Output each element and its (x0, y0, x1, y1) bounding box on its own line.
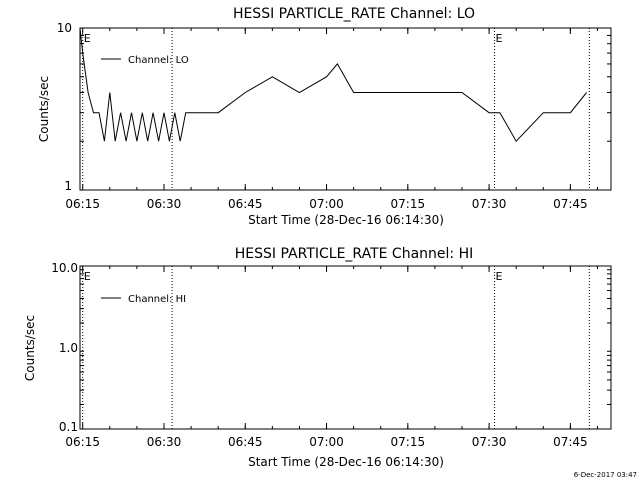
hi-chart-title: HESSI PARTICLE_RATE Channel: HI (235, 246, 473, 262)
lo-y-tick-label-top: 10 (57, 21, 72, 35)
hi-x-tick-label: 07:30 (472, 435, 507, 449)
hi-x-tick-label: 07:00 (309, 435, 344, 449)
lo-x-tick-label: 07:00 (309, 197, 344, 211)
hi-x-tick-label: 06:15 (65, 435, 100, 449)
hi-plot-frame (79, 265, 612, 430)
hi-x-tick-label: 06:30 (147, 435, 182, 449)
hi-x-tick-label: 06:45 (228, 435, 263, 449)
lo-series-line (79, 27, 587, 143)
hi-y-tick-label-mid: 1.0 (59, 341, 78, 355)
lo-y-tick-label-bottom: 1 (64, 179, 72, 193)
lo-legend: Channel: LO (101, 55, 189, 66)
lo-legend-entry: Channel: LO (128, 55, 189, 66)
hi-x-ticks (80, 266, 611, 429)
lo-event-marker-label: E (496, 32, 503, 45)
hi-event-marker-label: E (84, 270, 91, 283)
hi-legend-entry: Channel: HI (128, 294, 186, 305)
lo-x-ticks (80, 28, 611, 190)
hi-y-axis-label: Counts/sec (23, 315, 37, 381)
lo-channel-panel: HESSI PARTICLE_RATE Channel: LO Counts/s… (37, 6, 612, 227)
hi-y-tick-label-top: 10.0 (51, 261, 78, 275)
lo-x-axis-label: Start Time (28-Dec-16 06:14:30) (248, 213, 444, 227)
lo-chart-title: HESSI PARTICLE_RATE Channel: LO (233, 6, 475, 22)
hi-x-tick-label: 07:45 (553, 435, 588, 449)
hi-y-tick-label-bottom: 0.1 (59, 420, 78, 434)
lo-x-tick-label: 07:15 (391, 197, 426, 211)
hi-x-tick-label: 07:15 (391, 435, 426, 449)
lo-y-axis-label: Counts/sec (37, 76, 51, 142)
hi-legend: Channel: HI (101, 294, 186, 305)
hi-channel-panel: HESSI PARTICLE_RATE Channel: HI Counts/s… (23, 246, 612, 469)
lo-x-tick-label: 06:30 (147, 197, 182, 211)
hi-x-tick-labels: 06:15 06:30 06:45 07:00 07:15 07:30 07:45 (65, 435, 587, 449)
lo-x-tick-label: 06:45 (228, 197, 263, 211)
lo-x-tick-label: 06:15 (65, 197, 100, 211)
lo-x-tick-label: 07:45 (553, 197, 588, 211)
generation-timestamp: 6-Dec-2017 03:47 (574, 471, 637, 479)
lo-event-marker-label: E (84, 32, 91, 45)
hi-x-axis-label: Start Time (28-Dec-16 06:14:30) (248, 455, 444, 469)
hi-event-marker-label: E (496, 270, 503, 283)
lo-x-tick-labels: 06:15 06:30 06:45 07:00 07:15 07:30 07:45 (65, 197, 587, 211)
lo-plot-frame (79, 27, 612, 191)
lo-x-tick-label: 07:30 (472, 197, 507, 211)
